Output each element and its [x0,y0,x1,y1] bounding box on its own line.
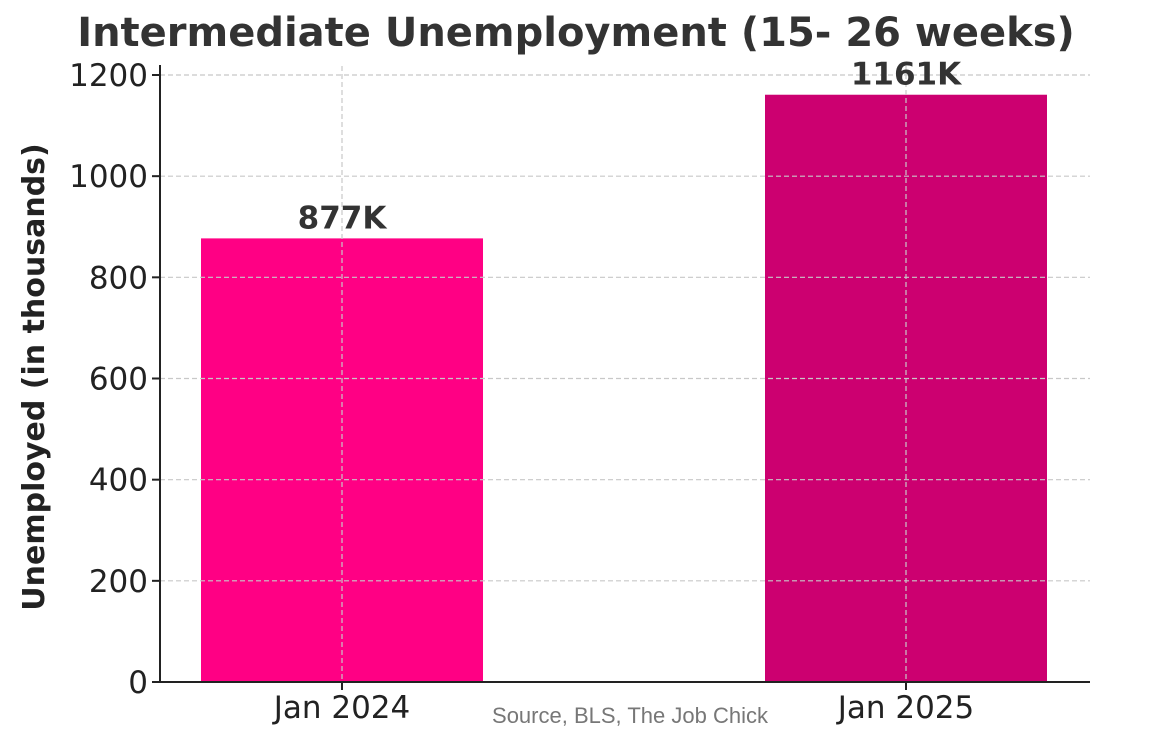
bars [201,94,1047,683]
data-label-1: 1161K [851,57,962,93]
y-tick-label-600: 600 [89,362,148,398]
chart-title: Intermediate Unemployment (15- 26 weeks) [77,10,1075,56]
y-tick-label-0: 0 [128,665,148,701]
y-tick-label-200: 200 [89,564,148,600]
y-axis-label: Unemployed (in thousands) [17,143,52,610]
data-labels: 877K 1161K [298,57,962,237]
source-note: Source, BLS, The Job Chick [492,703,769,728]
y-tick-label-1200: 1200 [69,58,148,94]
y-tick-label-1000: 1000 [69,159,148,195]
y-tick-label-400: 400 [89,463,148,499]
x-tick-label-1: Jan 2025 [836,690,975,726]
y-tick-label-800: 800 [89,260,148,296]
axes: 0 200 400 600 800 1000 1200 Jan 2024 Jan 2025 [69,58,1090,726]
data-label-0: 877K [298,200,388,236]
x-tick-label-0: Jan 2024 [272,690,411,726]
grid-lines [160,66,1090,682]
